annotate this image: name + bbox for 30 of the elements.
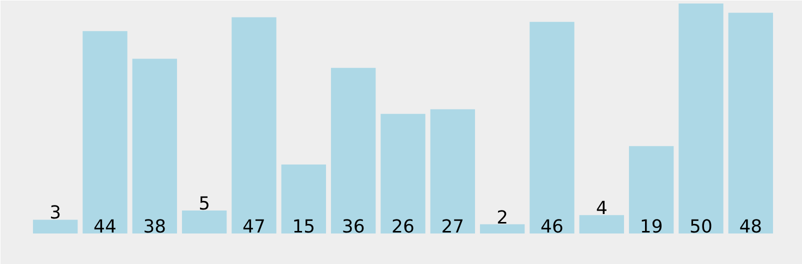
data-label: 44 xyxy=(94,216,116,238)
data-label: 3 xyxy=(50,202,62,224)
data-label: 19 xyxy=(640,216,663,238)
bar xyxy=(82,31,128,234)
data-label: 26 xyxy=(392,216,414,238)
bar xyxy=(32,220,78,234)
bar xyxy=(728,12,774,234)
data-label: 50 xyxy=(690,216,712,238)
bar xyxy=(530,22,574,234)
bar xyxy=(678,4,724,234)
bar xyxy=(232,17,276,234)
data-label: 36 xyxy=(342,216,365,238)
data-label: 2 xyxy=(496,207,508,228)
bar xyxy=(380,114,426,234)
data-label: 15 xyxy=(292,216,316,238)
data-label: 48 xyxy=(739,216,762,238)
bar xyxy=(281,164,326,234)
data-label: 47 xyxy=(242,216,266,238)
bar xyxy=(579,215,624,234)
bar xyxy=(330,68,376,234)
bar xyxy=(480,224,525,234)
data-label: 46 xyxy=(540,216,564,238)
data-label: 5 xyxy=(198,194,210,214)
bar xyxy=(132,58,178,234)
bar xyxy=(628,146,674,234)
bar xyxy=(182,210,227,234)
data-label: 27 xyxy=(441,216,464,238)
data-label: 38 xyxy=(143,216,166,238)
data-label: 4 xyxy=(596,198,608,220)
bar xyxy=(430,109,476,234)
